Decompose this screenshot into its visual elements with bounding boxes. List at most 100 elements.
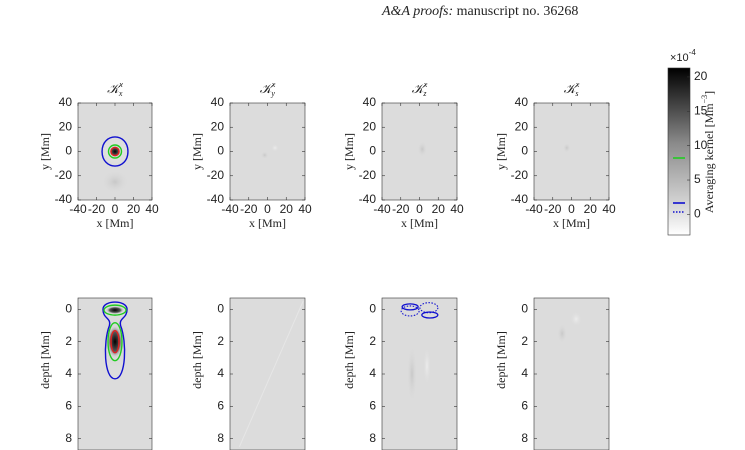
x-tick-label: -20 — [544, 202, 562, 216]
panel: 0 2 4 6 8 depth [Mm] — [38, 297, 153, 450]
shading — [407, 344, 417, 404]
x-tick-label: -20 — [392, 202, 410, 216]
contour-blue — [101, 136, 129, 167]
title-sup: x — [118, 80, 123, 89]
y-tick-label: -20 — [207, 168, 225, 182]
shading — [417, 141, 428, 158]
shading — [557, 323, 568, 344]
y-tick-label: 20 — [363, 119, 377, 133]
x-tick-label: 0 — [112, 202, 119, 216]
title-sub: x — [118, 89, 123, 98]
y-axis-label: depth [Mm] — [342, 331, 356, 389]
x-tick-label: -40 — [373, 202, 391, 216]
shading — [101, 169, 129, 194]
y-tick-label: 4 — [521, 366, 528, 380]
y-tick-label: -20 — [55, 168, 73, 182]
panel: 0 2 4 6 8 depth [Mm] — [190, 297, 306, 450]
y-tick-label: 6 — [65, 399, 72, 413]
x-tick-label: 40 — [145, 202, 159, 216]
colorbar-tick-label: 10 — [694, 138, 708, 152]
x-tick-label: -20 — [240, 202, 258, 216]
contour-blue — [102, 301, 128, 380]
heatmap — [417, 141, 428, 158]
x-tick-label: 40 — [602, 202, 616, 216]
x-tick-label: 0 — [264, 202, 271, 216]
colorbar: 0 5 10 15 20 ×10-4 Averaging kernel [Mm−3] — [667, 48, 716, 236]
title-sup: x — [575, 80, 580, 89]
y-tick-label: 20 — [59, 119, 73, 133]
x-axis-label: x [Mm] — [97, 216, 134, 230]
y-tick-label: 4 — [369, 366, 376, 380]
y-tick-label: 0 — [65, 301, 72, 315]
x-axis-label: x [Mm] — [553, 216, 590, 230]
y-axis-label: depth [Mm] — [190, 331, 204, 389]
y-axis-label: y [Mm] — [342, 133, 356, 170]
contour-green — [103, 304, 127, 316]
title-base: 𝒦 — [564, 81, 580, 96]
contour-red — [110, 329, 120, 354]
colorbar-tick-label: 20 — [694, 69, 708, 83]
heatmap — [97, 301, 133, 380]
shading — [562, 142, 571, 153]
x-axis-label: x [Mm] — [249, 216, 286, 230]
contour-green — [107, 144, 123, 159]
x-tick-label: 0 — [416, 202, 423, 216]
y-tick-label: -40 — [207, 192, 225, 206]
y-tick-label: 8 — [65, 431, 72, 445]
title-sub: s — [575, 89, 578, 98]
heatmap-background — [230, 103, 305, 200]
x-axis-label: x [Mm] — [401, 216, 438, 230]
y-tick-label: 0 — [369, 144, 376, 158]
y-tick-label: 6 — [369, 399, 376, 413]
y-tick-label: 0 — [521, 301, 528, 315]
label-sup: −3 — [700, 95, 709, 104]
x-tick-label: 20 — [432, 202, 446, 216]
x-tick-label: 20 — [280, 202, 294, 216]
panel: 0 2 4 6 8 depth [Mm] — [342, 297, 458, 450]
contour-green — [107, 321, 123, 362]
multiplier-sup: -4 — [689, 48, 697, 57]
colorbar-tick-label: 0 — [694, 207, 701, 221]
y-tick-label: -40 — [55, 192, 73, 206]
y-tick-label: 6 — [217, 399, 224, 413]
y-tick-label: 20 — [211, 119, 225, 133]
heatmap — [99, 135, 131, 194]
x-tick-label: 40 — [298, 202, 312, 216]
y-tick-label: 40 — [59, 95, 73, 109]
y-axis-label: y [Mm] — [190, 133, 204, 170]
x-tick-label: -40 — [221, 202, 239, 216]
panel-title: 𝒦x x — [107, 80, 123, 98]
colorbar-label: Averaging kernel [Mm−3] — [700, 91, 716, 213]
x-tick-label: -40 — [69, 202, 87, 216]
y-tick-label: 2 — [521, 334, 528, 348]
multiplier-base: ×10 — [670, 52, 689, 64]
title-base: 𝒦 — [107, 81, 123, 96]
panel-title: 𝒦x y — [260, 80, 276, 98]
x-tick-label: -20 — [88, 202, 106, 216]
x-tick-label: 40 — [450, 202, 464, 216]
y-tick-label: -40 — [511, 192, 529, 206]
y-axis-label: y [Mm] — [494, 133, 508, 170]
y-tick-label: 6 — [521, 399, 528, 413]
panel-title: 𝒦x z — [412, 80, 428, 98]
header-italic: A&A proofs: — [381, 4, 453, 19]
header-text: manuscript no. 36268 — [457, 4, 579, 19]
colorbar-tick-label: 5 — [694, 172, 701, 186]
heatmap — [557, 311, 583, 344]
y-axis-label: y [Mm] — [38, 133, 52, 170]
title-sup: x — [271, 80, 276, 89]
y-tick-label: 8 — [217, 431, 224, 445]
y-tick-label: 4 — [217, 366, 224, 380]
shading — [423, 345, 431, 386]
header: A&A proofs: manuscript no. 36268 — [381, 4, 578, 19]
heatmap — [238, 301, 304, 447]
heatmap-background — [382, 298, 457, 450]
y-tick-label: 40 — [363, 95, 377, 109]
colorbar-multiplier: ×10-4 — [670, 48, 696, 64]
shading — [271, 143, 279, 152]
x-tick-label: 0 — [568, 202, 575, 216]
